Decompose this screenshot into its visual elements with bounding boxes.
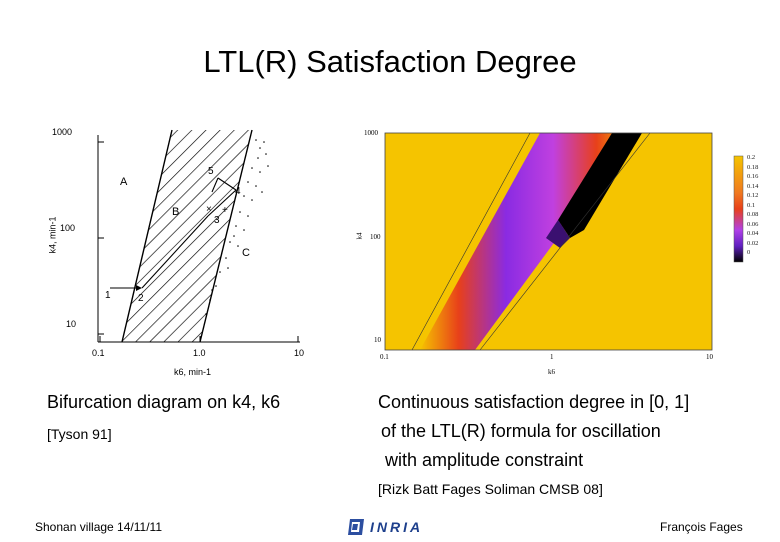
colorbar-tick: 0.04 bbox=[747, 230, 759, 237]
svg-text:INRIA: INRIA bbox=[370, 519, 423, 535]
region-label: A bbox=[120, 176, 128, 188]
right-citation: [Rizk Batt Fages Soliman CMSB 08] bbox=[378, 481, 603, 497]
x-tick: 0.1 bbox=[92, 348, 105, 358]
x-axis-label: k6 bbox=[548, 368, 555, 376]
y-tick: 1000 bbox=[52, 127, 73, 137]
left-caption: Bifurcation diagram on k4, k6 bbox=[47, 392, 281, 412]
right-caption-line1: Continuous satisfaction degree in [0, 1] bbox=[378, 392, 690, 412]
point-label: 3 bbox=[214, 215, 220, 226]
y-tick: 100 bbox=[370, 233, 381, 241]
x-tick: 10 bbox=[706, 353, 713, 361]
stipple-region bbox=[205, 139, 269, 315]
colorbar-tick: 0.1 bbox=[747, 201, 756, 209]
y-tick: 10 bbox=[66, 319, 77, 329]
logo-icon: INRIA bbox=[348, 519, 423, 535]
heatmap-plot bbox=[384, 132, 744, 351]
oscillation-region bbox=[122, 130, 252, 342]
x-axis-label: k6, min-1 bbox=[174, 367, 212, 377]
bifurcation-diagram: × + A B C 1 2 3 4 5 1000 100 10 0.1 1.0 … bbox=[48, 120, 330, 390]
heatmap-core bbox=[558, 133, 642, 238]
x-tick: 1.0 bbox=[193, 348, 206, 358]
region-label: B bbox=[172, 206, 179, 218]
right-caption-line2: of the LTL(R) formula for oscillation bbox=[381, 421, 661, 441]
point-label: 1 bbox=[105, 290, 111, 301]
y-tick: 100 bbox=[60, 223, 76, 233]
point-label: 2 bbox=[138, 293, 144, 304]
colorbar-tick: 0.16 bbox=[747, 173, 759, 180]
region-label: C bbox=[242, 247, 250, 259]
satisfaction-heatmap: 1000 100 10 0.1 1 10 k4 k6 0.2 0.18 0.16… bbox=[350, 120, 770, 390]
y-axis-label: k4 bbox=[355, 232, 364, 240]
svg-text:×: × bbox=[206, 204, 212, 215]
colorbar-tick: 0.14 bbox=[747, 182, 759, 190]
x-tick: 0.1 bbox=[380, 353, 389, 361]
inria-logo: INRIA bbox=[348, 517, 458, 537]
point-label: 4 bbox=[235, 186, 241, 197]
colorbar-tick: 0.12 bbox=[747, 192, 759, 199]
right-caption-line3: with amplitude constraint bbox=[385, 450, 584, 470]
svg-text:+: + bbox=[222, 205, 228, 216]
left-citation: [Tyson 91] bbox=[47, 426, 112, 442]
y-tick: 1000 bbox=[364, 129, 378, 137]
y-axis-label: k4, min-1 bbox=[47, 216, 58, 254]
colorbar-tick: 0 bbox=[747, 249, 751, 256]
y-tick: 10 bbox=[374, 336, 381, 344]
slide-title: LTL(R) Satisfaction Degree bbox=[203, 44, 577, 79]
footer-left: Shonan village 14/11/11 bbox=[35, 520, 162, 534]
colorbar-tick: 0.2 bbox=[747, 154, 756, 161]
colorbar-tick: 0.02 bbox=[747, 239, 759, 247]
colorbar-tick: 0.18 bbox=[747, 163, 759, 171]
colorbar bbox=[733, 155, 744, 263]
footer-right: François Fages bbox=[660, 520, 743, 534]
x-tick: 10 bbox=[294, 348, 305, 358]
x-tick: 1 bbox=[550, 353, 554, 361]
colorbar-tick: 0.06 bbox=[747, 220, 759, 228]
colorbar-tick: 0.08 bbox=[747, 211, 759, 218]
point-label: 5 bbox=[208, 166, 214, 177]
bifurcation-plot: × + A B C 1 2 3 4 5 bbox=[97, 129, 300, 343]
